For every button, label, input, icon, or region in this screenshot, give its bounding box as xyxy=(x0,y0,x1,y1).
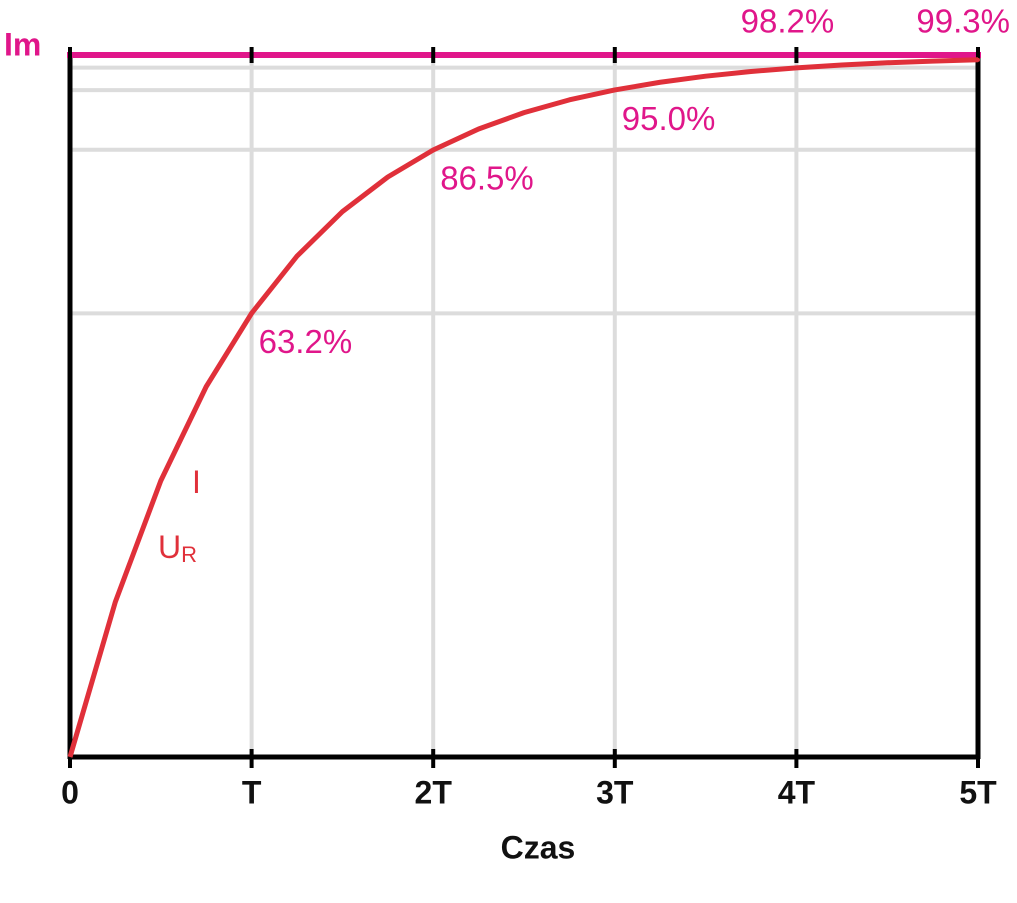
curve-label-text: I xyxy=(192,464,201,500)
x-tick-label: 4T xyxy=(778,774,816,810)
x-tick-label: 3T xyxy=(596,774,634,810)
data-label: 86.5% xyxy=(440,159,534,196)
point xyxy=(249,311,254,316)
x-tick-label: T xyxy=(242,774,262,810)
data-label: 99.3% xyxy=(916,3,1010,40)
data-label: 98.2% xyxy=(741,3,835,40)
curve xyxy=(67,57,979,758)
x-axis-label: Czas xyxy=(501,829,576,865)
curve-label: UR xyxy=(158,529,197,566)
x-tick-label: 2T xyxy=(415,774,453,810)
point xyxy=(431,147,436,152)
curve-label-text: U xyxy=(158,529,181,565)
x-tick-label: 5T xyxy=(959,774,997,810)
data-label: 63.2% xyxy=(259,323,353,360)
reference-label: Im xyxy=(4,26,41,62)
point xyxy=(794,65,799,70)
point xyxy=(976,57,980,62)
curve-label: I xyxy=(192,464,201,500)
data-label: 95.0% xyxy=(622,100,716,137)
x-tick-label: 0 xyxy=(61,774,79,810)
point xyxy=(612,88,617,93)
curve-label-sub: R xyxy=(181,542,197,567)
